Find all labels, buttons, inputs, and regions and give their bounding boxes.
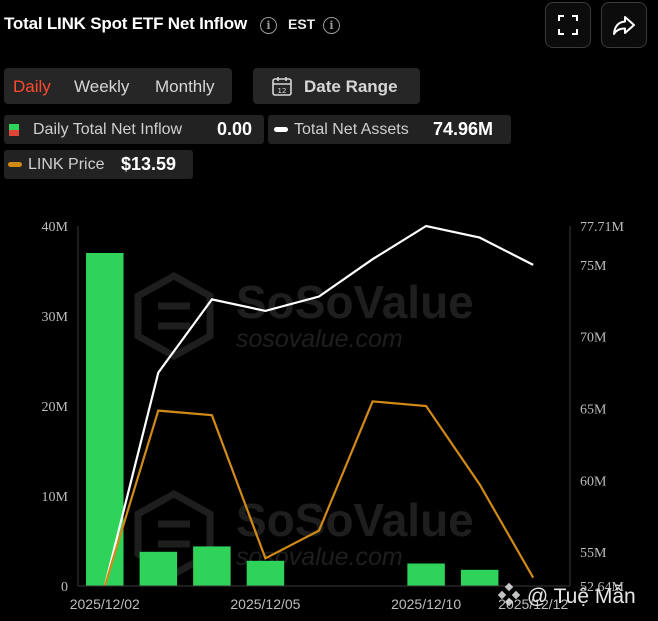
timezone-label: EST <box>288 16 316 32</box>
total-net-assets-line <box>103 224 534 587</box>
legend-assets[interactable]: Total Net Assets 74.96M <box>268 115 511 144</box>
right-axis-tick-label: 52.64M <box>580 580 625 595</box>
x-axis-tick-label: 2025/12/12 <box>498 596 568 612</box>
right-axis-tick-label: 75M <box>580 259 607 274</box>
x-axis-tick-label: 2025/12/05 <box>230 596 300 612</box>
share-button[interactable] <box>601 2 647 48</box>
assets-line-icon <box>274 127 288 132</box>
left-y-axis: 0 10M 20M 30M 40M <box>42 220 79 595</box>
legend-price[interactable]: LINK Price $13.59 <box>4 150 193 179</box>
inflow-bar[interactable] <box>139 551 178 586</box>
svg-text:12: 12 <box>278 87 287 95</box>
watermark-brand-2: SoSoValue <box>236 494 474 546</box>
tab-daily[interactable]: Daily <box>13 77 51 96</box>
left-axis-tick-label: 20M <box>42 400 69 415</box>
sosovalue-logo-icon <box>134 271 214 361</box>
x-axis-tick-label: 2025/12/02 <box>70 596 140 612</box>
fullscreen-icon <box>558 15 578 35</box>
inflow-bar[interactable] <box>460 569 499 586</box>
period-tabs: Daily Weekly Monthly <box>4 68 232 104</box>
inflow-bar[interactable] <box>193 546 231 586</box>
bar-legend-icon <box>9 124 19 136</box>
left-axis-tick-label: 0 <box>61 580 68 595</box>
inflow-bar[interactable] <box>246 560 285 586</box>
inflow-bar[interactable] <box>407 563 445 587</box>
left-axis-tick-label: 30M <box>42 310 69 325</box>
right-axis-tick-label: 77.71M <box>580 220 625 235</box>
tab-weekly[interactable]: Weekly <box>74 77 130 96</box>
author-name: @ Tuệ Mẫn <box>526 585 636 608</box>
binance-square-icon <box>497 582 521 607</box>
date-range-label: Date Range <box>304 77 398 96</box>
info-icon[interactable]: i <box>260 17 277 34</box>
inflow-bars <box>86 253 499 587</box>
legend-inflow[interactable]: Daily Total Net Inflow 0.00 <box>4 115 264 144</box>
page-title: Total LINK Spot ETF Net Inflow <box>4 14 247 33</box>
right-axis-tick-label: 65M <box>580 403 607 418</box>
left-axis-tick-label: 40M <box>42 220 69 235</box>
timezone-info-icon[interactable]: i <box>323 17 340 34</box>
legend-inflow-label: Daily Total Net Inflow <box>33 121 183 138</box>
share-icon <box>613 16 635 35</box>
left-axis-tick-label: 10M <box>42 490 69 505</box>
x-axis: 2025/12/02 2025/12/05 2025/12/10 2025/12/12 <box>70 585 570 612</box>
legend-inflow-value: 0.00 <box>217 119 253 139</box>
legend-assets-label: Total Net Assets <box>294 121 409 138</box>
right-axis-tick-label: 70M <box>580 331 607 346</box>
legend-price-value: $13.59 <box>121 154 177 174</box>
link-price-line <box>103 400 535 587</box>
right-axis-tick-label: 55M <box>580 546 607 561</box>
inflow-bar[interactable] <box>86 253 124 586</box>
right-axis-tick-label: 60M <box>580 474 607 489</box>
author-watermark: @ Tuệ Mẫn <box>497 582 636 609</box>
watermark-brand: SoSoValue <box>236 276 474 328</box>
x-axis-tick-label: 2025/12/10 <box>391 596 461 612</box>
tab-monthly[interactable]: Monthly <box>155 77 215 96</box>
fullscreen-button[interactable] <box>545 2 591 48</box>
date-range-button[interactable]: 12 Date Range <box>253 68 420 104</box>
price-line-icon <box>8 162 22 167</box>
watermark-url: sosovalue.com <box>236 325 403 353</box>
watermark-top: SoSoValue sosovalue.com <box>134 271 474 361</box>
watermark-bottom: SoSoValue sosovalue.com <box>134 489 474 579</box>
legend-assets-value: 74.96M <box>433 119 494 139</box>
calendar-icon: 12 <box>272 77 292 96</box>
legend-price-label: LINK Price <box>28 156 105 173</box>
right-y-axis: 52.64M 55M 60M 65M 70M 75M 77.71M <box>569 220 625 595</box>
